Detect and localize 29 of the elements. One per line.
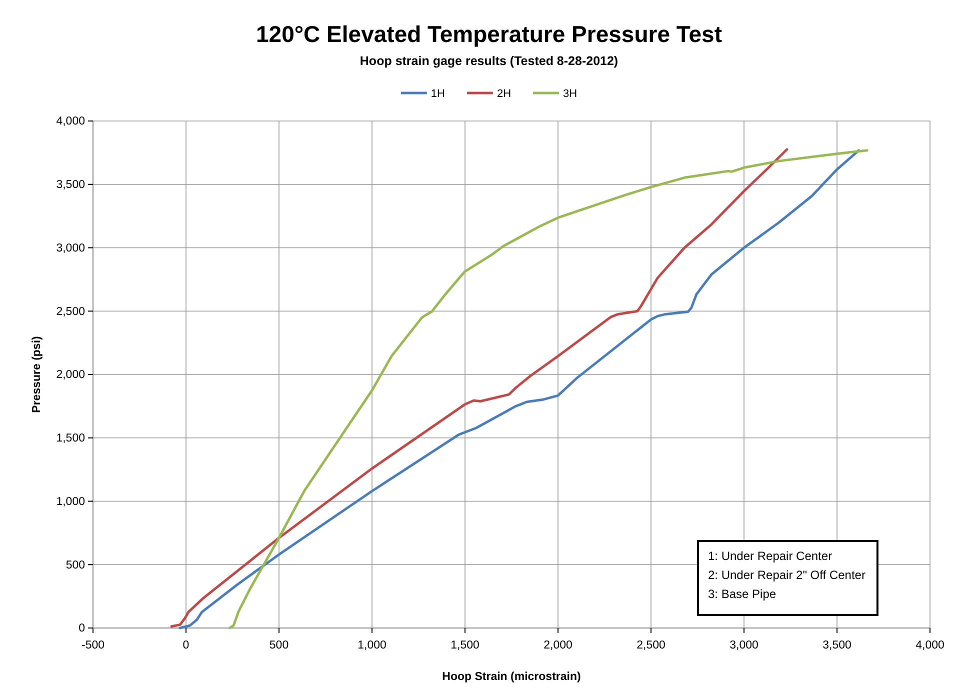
y-tick-label: 1,500 — [56, 432, 85, 445]
x-tick-label: 3,000 — [730, 640, 758, 652]
annotation: 2: Under Repair 2" Off Center — [708, 568, 866, 582]
y-tick-label: 1,000 — [56, 496, 85, 508]
legend-label: 1H — [430, 88, 446, 100]
legend-label: 2H — [496, 88, 512, 100]
y-axis-title: Pressure (psi) — [31, 336, 43, 413]
chart-title: 120°C Elevated Temperature Pressure Test — [256, 21, 722, 47]
y-tick-label: 0 — [78, 622, 85, 635]
y-tick-label: 500 — [66, 559, 85, 572]
x-tick-label: 1,000 — [358, 640, 386, 652]
annotation: 3: Base Pipe — [708, 587, 776, 601]
annotation: 1: Under Repair Center — [708, 549, 832, 563]
y-tick-label: 3,000 — [56, 242, 85, 254]
chart-subtitle: Hoop strain gage results (Tested 8-28-2012) — [360, 54, 618, 68]
x-tick-label: 4,000 — [916, 640, 944, 652]
x-tick-label: 0 — [182, 640, 190, 652]
x-tick-label: -500 — [81, 640, 105, 652]
y-tick-label: 2,500 — [56, 306, 85, 318]
x-tick-label: 1,500 — [450, 640, 480, 652]
legend-label: 3H — [563, 88, 578, 100]
y-tick-label: 2,000 — [56, 369, 85, 382]
x-axis-title: Hoop Strain (microstrain) — [442, 671, 581, 683]
x-tick-label: 3,500 — [822, 640, 852, 652]
x-tick-label: 500 — [269, 640, 289, 652]
x-tick-label: 2,500 — [636, 640, 666, 652]
y-tick-label: 3,500 — [56, 179, 85, 192]
y-tick-label: 4,000 — [56, 116, 85, 128]
x-tick-label: 2,000 — [544, 640, 572, 652]
